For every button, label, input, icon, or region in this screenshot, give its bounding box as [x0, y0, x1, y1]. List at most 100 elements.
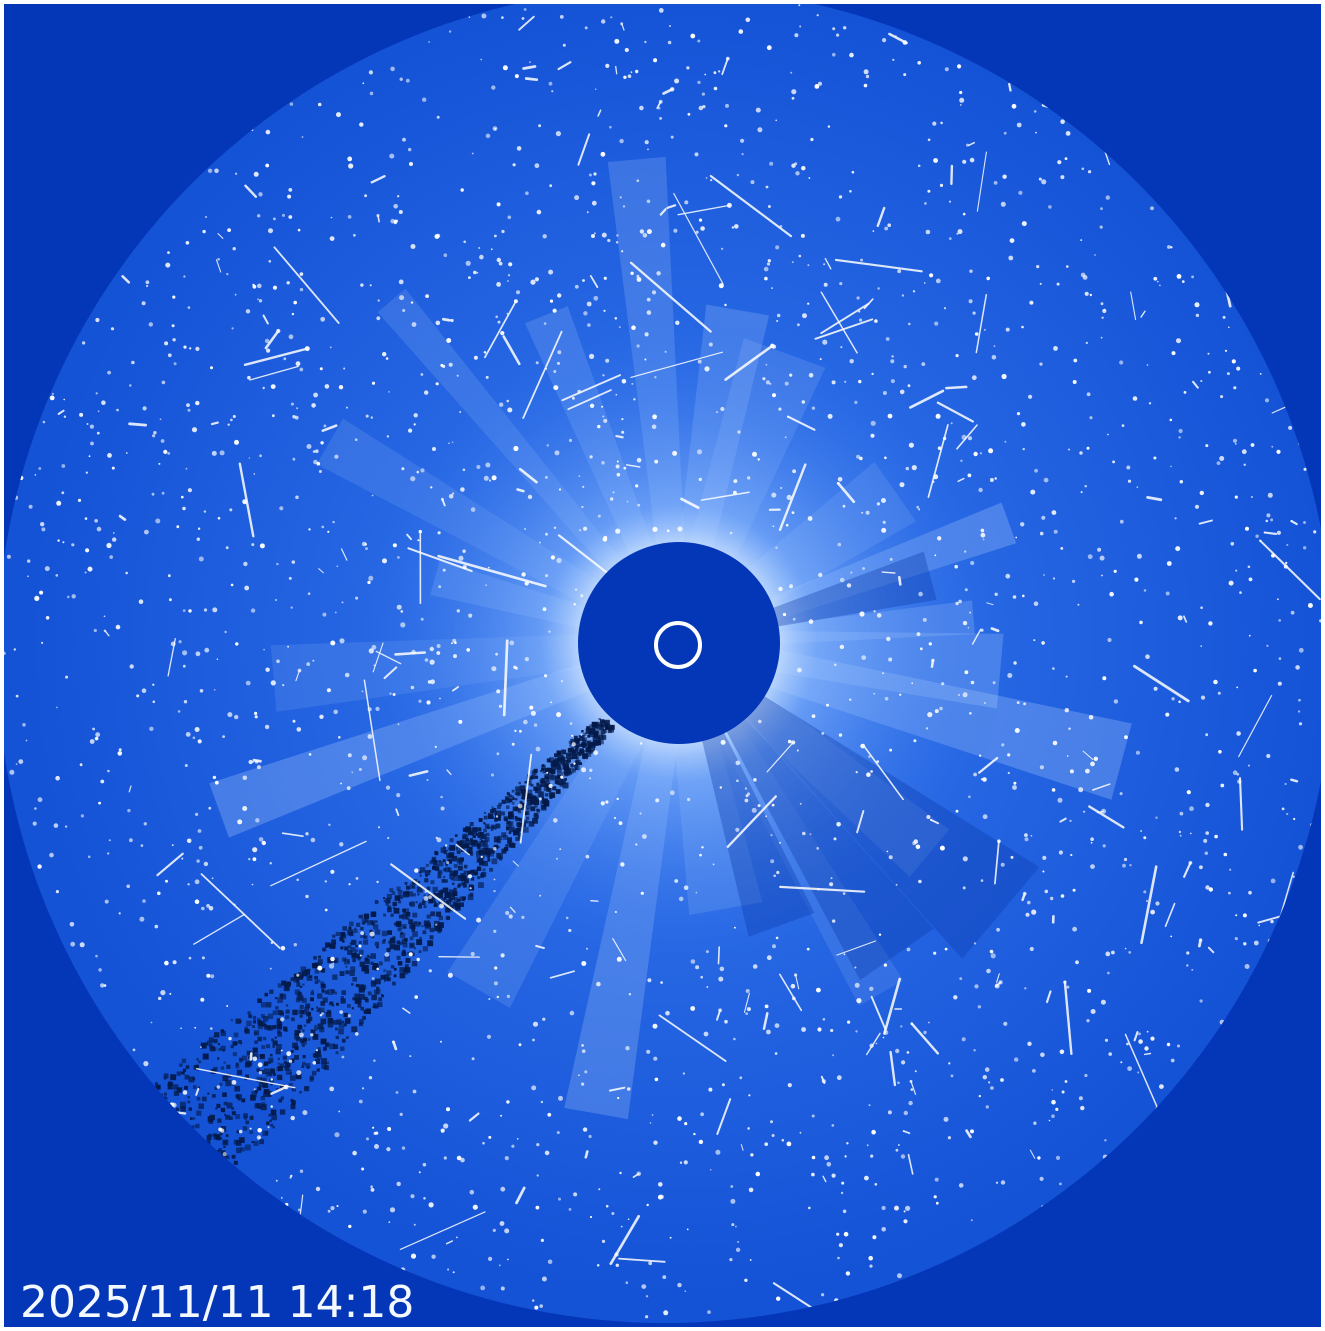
- comet-tail-speck: [290, 1104, 296, 1110]
- star: [990, 953, 996, 959]
- star: [1144, 1046, 1149, 1051]
- star: [296, 727, 302, 732]
- star: [27, 559, 31, 563]
- star: [251, 543, 255, 547]
- comet-tail-speck: [231, 1107, 235, 1110]
- star: [144, 529, 149, 535]
- star: [581, 961, 587, 966]
- star: [64, 825, 68, 828]
- star: [581, 1082, 585, 1086]
- comet-tail-speck: [217, 1043, 220, 1046]
- star: [49, 852, 54, 858]
- star: [718, 283, 724, 289]
- star: [201, 956, 205, 960]
- star: [160, 990, 166, 996]
- star: [456, 374, 459, 377]
- comet-tail-speck: [415, 921, 421, 927]
- star: [1060, 119, 1065, 124]
- star: [660, 981, 663, 984]
- star: [1021, 221, 1027, 227]
- comet-tail-speck: [358, 915, 361, 918]
- comet-tail-speck: [316, 1006, 319, 1009]
- comet-tail-speck: [307, 968, 311, 972]
- comet-tail-speck: [364, 957, 369, 962]
- star: [460, 1157, 465, 1163]
- comet-tail-speck: [198, 1060, 202, 1064]
- star: [658, 7, 664, 13]
- comet-tail-speck: [233, 1160, 238, 1165]
- star: [807, 302, 810, 305]
- comet-tail-speck: [598, 738, 604, 745]
- comet-tail-speck: [517, 822, 523, 828]
- star: [386, 1147, 391, 1152]
- comet-tail-speck: [355, 983, 359, 988]
- star: [1220, 395, 1224, 399]
- star: [1081, 167, 1085, 171]
- comet-tail-speck: [382, 930, 388, 937]
- comet-tail-speck: [325, 942, 331, 948]
- star: [1029, 300, 1034, 305]
- star: [496, 752, 500, 756]
- star: [796, 749, 799, 752]
- comet-tail-speck: [296, 982, 301, 987]
- star: [507, 274, 511, 277]
- cosmic-ray-streak: [590, 900, 599, 902]
- cosmic-ray-streak: [907, 1153, 914, 1175]
- comet-tail-speck: [426, 914, 431, 919]
- star: [129, 384, 132, 387]
- star: [586, 301, 592, 307]
- star: [847, 1020, 851, 1024]
- star: [410, 244, 416, 249]
- cosmic-ray-streak: [121, 275, 131, 284]
- comet-tail-speck: [340, 946, 344, 950]
- star: [986, 968, 991, 974]
- cosmic-ray-streak: [975, 293, 988, 354]
- comet-tail-speck: [202, 1096, 207, 1102]
- star: [167, 353, 172, 358]
- comet-tail-speck: [371, 920, 376, 924]
- star: [1014, 1057, 1019, 1062]
- star: [811, 1114, 815, 1118]
- star: [1288, 425, 1293, 430]
- comet-tail-speck: [295, 1073, 302, 1080]
- star: [884, 456, 887, 460]
- star: [1107, 971, 1110, 975]
- star: [858, 310, 861, 313]
- comet-tail-speck: [326, 1061, 329, 1065]
- star: [710, 179, 713, 182]
- comet-tail-speck: [585, 746, 591, 752]
- star: [296, 973, 300, 977]
- comet-tail-speck: [290, 1058, 295, 1063]
- star: [1090, 761, 1095, 767]
- star: [1239, 591, 1242, 594]
- star: [103, 615, 106, 618]
- comet-tail-speck: [462, 883, 467, 888]
- star: [962, 692, 968, 698]
- comet-tail-speck: [418, 922, 422, 925]
- comet-tail-speck: [269, 1068, 275, 1074]
- star: [1277, 681, 1282, 686]
- star: [982, 814, 988, 820]
- star: [9, 769, 15, 775]
- star: [536, 1174, 539, 1177]
- star: [601, 461, 605, 465]
- comet-tail-speck: [307, 1066, 310, 1069]
- comet-tail-speck: [336, 1002, 339, 1006]
- comet-tail-speck: [229, 1116, 233, 1120]
- star: [1094, 254, 1096, 256]
- comet-tail-speck: [374, 900, 379, 904]
- star: [669, 1236, 672, 1239]
- star: [1119, 519, 1124, 524]
- star: [1220, 783, 1225, 788]
- star: [881, 1205, 886, 1211]
- star: [199, 689, 204, 693]
- star: [1241, 449, 1247, 455]
- star: [724, 124, 728, 128]
- comet-tail-speck: [458, 883, 462, 887]
- star: [1013, 781, 1017, 785]
- star: [393, 204, 399, 209]
- comet-tail-speck: [279, 1063, 285, 1068]
- star: [194, 879, 200, 885]
- cosmic-ray-streak: [1092, 783, 1111, 791]
- comet-tail-speck: [349, 942, 352, 945]
